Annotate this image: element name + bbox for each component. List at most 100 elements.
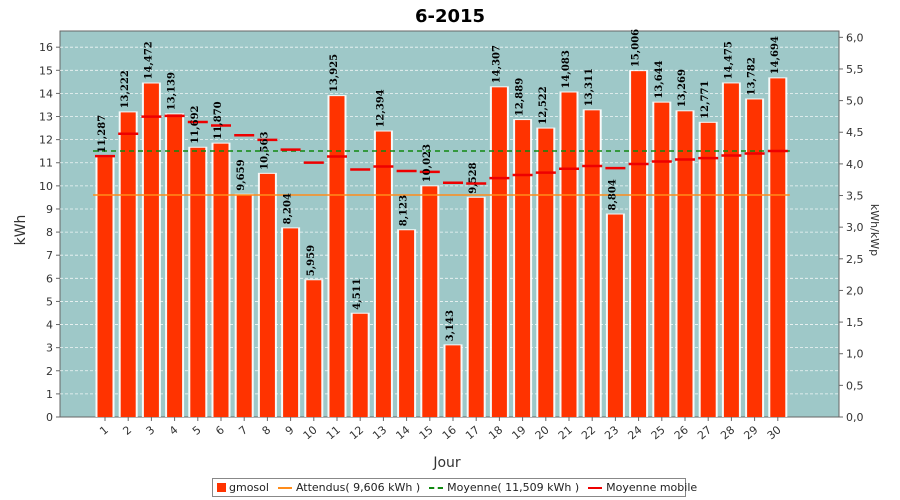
x-tick-label: 5 bbox=[190, 423, 204, 437]
x-tick-label: 7 bbox=[236, 423, 250, 437]
bar bbox=[167, 114, 183, 418]
data-label: 8,204 bbox=[283, 193, 294, 224]
y-tick-label: 5 bbox=[46, 295, 53, 308]
x-tick-label: 25 bbox=[649, 423, 668, 442]
bar bbox=[259, 173, 275, 417]
y-tick-label: 16 bbox=[39, 41, 53, 54]
data-label: 11,870 bbox=[213, 101, 224, 139]
bar bbox=[700, 122, 716, 417]
y-axis-title: kWh bbox=[13, 215, 29, 246]
legend-swatch-line bbox=[277, 486, 292, 489]
y2-tick-label: 4,5 bbox=[846, 126, 864, 139]
bar bbox=[561, 92, 577, 417]
bar bbox=[491, 87, 507, 418]
x-tick-label: 27 bbox=[695, 423, 714, 442]
x-axis-ticks: 1 2 3 4 5 6 7 8 9 10 11 12 13 14 15 16 17 18 19 20 21 22 23 24 2… bbox=[97, 417, 784, 442]
x-tick-label: 24 bbox=[625, 423, 644, 442]
legend-item-gmosol: gmosol bbox=[217, 481, 269, 494]
data-label: 10,563 bbox=[259, 132, 270, 170]
legend-label: Moyenne( 11,509 kWh ) bbox=[447, 481, 580, 494]
x-tick-label: 4 bbox=[167, 423, 181, 437]
data-label: 4,511 bbox=[352, 278, 363, 309]
legend-swatch-bar bbox=[217, 483, 226, 492]
y2-tick-label: 3,5 bbox=[846, 190, 864, 203]
y-tick-label: 2 bbox=[46, 365, 53, 378]
legend-swatch-dashed bbox=[429, 486, 444, 489]
bar bbox=[747, 99, 763, 418]
bar bbox=[236, 194, 252, 417]
x-tick-label: 6 bbox=[213, 423, 227, 437]
legend-label: gmosol bbox=[229, 481, 269, 494]
data-label: 11,692 bbox=[190, 105, 201, 143]
x-tick-label: 1 bbox=[97, 423, 111, 437]
x-tick-label: 12 bbox=[347, 423, 366, 442]
bar bbox=[584, 110, 600, 417]
data-label: 8,123 bbox=[399, 195, 410, 226]
data-label: 14,472 bbox=[143, 41, 154, 79]
bar bbox=[97, 157, 113, 417]
data-label: 9,528 bbox=[468, 162, 479, 193]
y2-axis-ticks: 0,0 0,5 1,0 1,5 2,0 2,5 3,0 3,5 4,0 4,5 5,0 5,5 6,0 bbox=[839, 31, 864, 424]
x-tick-label: 21 bbox=[556, 423, 575, 442]
y-tick-label: 12 bbox=[39, 134, 53, 147]
data-label: 14,475 bbox=[723, 41, 734, 79]
bar bbox=[190, 147, 206, 417]
x-tick-label: 13 bbox=[370, 423, 389, 442]
data-labels: 11,287 13,222 14,472 13,139 11,692 11,870 9,65… bbox=[97, 29, 781, 342]
y2-tick-label: 5,5 bbox=[846, 63, 864, 76]
legend-swatch-line bbox=[588, 486, 603, 489]
bar bbox=[306, 280, 322, 417]
data-label: 14,307 bbox=[491, 45, 502, 83]
y2-tick-label: 0,0 bbox=[846, 411, 864, 424]
x-tick-label: 19 bbox=[509, 423, 528, 442]
legend: gmosol Attendus( 9,606 kWh ) Moyenne( 11… bbox=[212, 478, 697, 497]
y-tick-label: 1 bbox=[46, 388, 53, 401]
y2-tick-label: 1,0 bbox=[846, 348, 864, 361]
bar bbox=[143, 83, 159, 417]
bar bbox=[538, 128, 554, 417]
legend-label: Attendus( 9,606 kWh ) bbox=[295, 481, 421, 494]
data-label: 13,782 bbox=[747, 57, 758, 95]
y2-tick-label: 6,0 bbox=[846, 31, 864, 44]
data-label: 3,143 bbox=[445, 310, 456, 341]
y-tick-label: 3 bbox=[46, 342, 53, 355]
x-tick-label: 15 bbox=[417, 423, 436, 442]
x-tick-label: 28 bbox=[718, 423, 737, 442]
x-tick-label: 14 bbox=[393, 423, 412, 442]
y2-tick-label: 0,5 bbox=[846, 379, 864, 392]
bar bbox=[677, 111, 693, 418]
moving-average-series bbox=[95, 114, 788, 185]
data-label: 13,644 bbox=[654, 60, 665, 98]
y-tick-label: 4 bbox=[46, 319, 53, 332]
data-label: 14,083 bbox=[561, 50, 572, 88]
y-tick-label: 14 bbox=[39, 87, 53, 100]
legend-label: Moyenne mobile bbox=[606, 481, 698, 494]
data-label: 13,269 bbox=[677, 69, 688, 107]
y2-tick-label: 1,5 bbox=[846, 316, 864, 329]
x-tick-label: 23 bbox=[602, 423, 621, 442]
y2-tick-label: 2,0 bbox=[846, 284, 864, 297]
x-tick-label: 8 bbox=[260, 423, 274, 437]
x-tick-label: 9 bbox=[283, 423, 297, 437]
y-tick-label: 8 bbox=[46, 226, 53, 239]
x-tick-label: 29 bbox=[741, 423, 760, 442]
data-label: 13,222 bbox=[120, 70, 131, 108]
y2-tick-label: 5,0 bbox=[846, 95, 864, 108]
data-label: 12,394 bbox=[375, 89, 386, 127]
x-tick-label: 18 bbox=[486, 423, 505, 442]
x-tick-label: 11 bbox=[324, 423, 343, 442]
reference-lines bbox=[93, 150, 790, 196]
y2-tick-label: 2,5 bbox=[846, 253, 864, 266]
data-label: 10,023 bbox=[422, 144, 433, 182]
bar bbox=[654, 102, 670, 418]
bar bbox=[213, 143, 229, 417]
x-tick-label: 16 bbox=[440, 423, 459, 442]
y-tick-label: 6 bbox=[46, 272, 53, 285]
chart-title: 6-2015 bbox=[415, 6, 485, 27]
data-label: 13,925 bbox=[329, 54, 340, 92]
bar bbox=[631, 71, 647, 418]
data-label: 13,139 bbox=[167, 72, 178, 110]
y2-axis-title: kWh/kWp bbox=[868, 204, 881, 256]
y-tick-label: 0 bbox=[46, 411, 53, 424]
